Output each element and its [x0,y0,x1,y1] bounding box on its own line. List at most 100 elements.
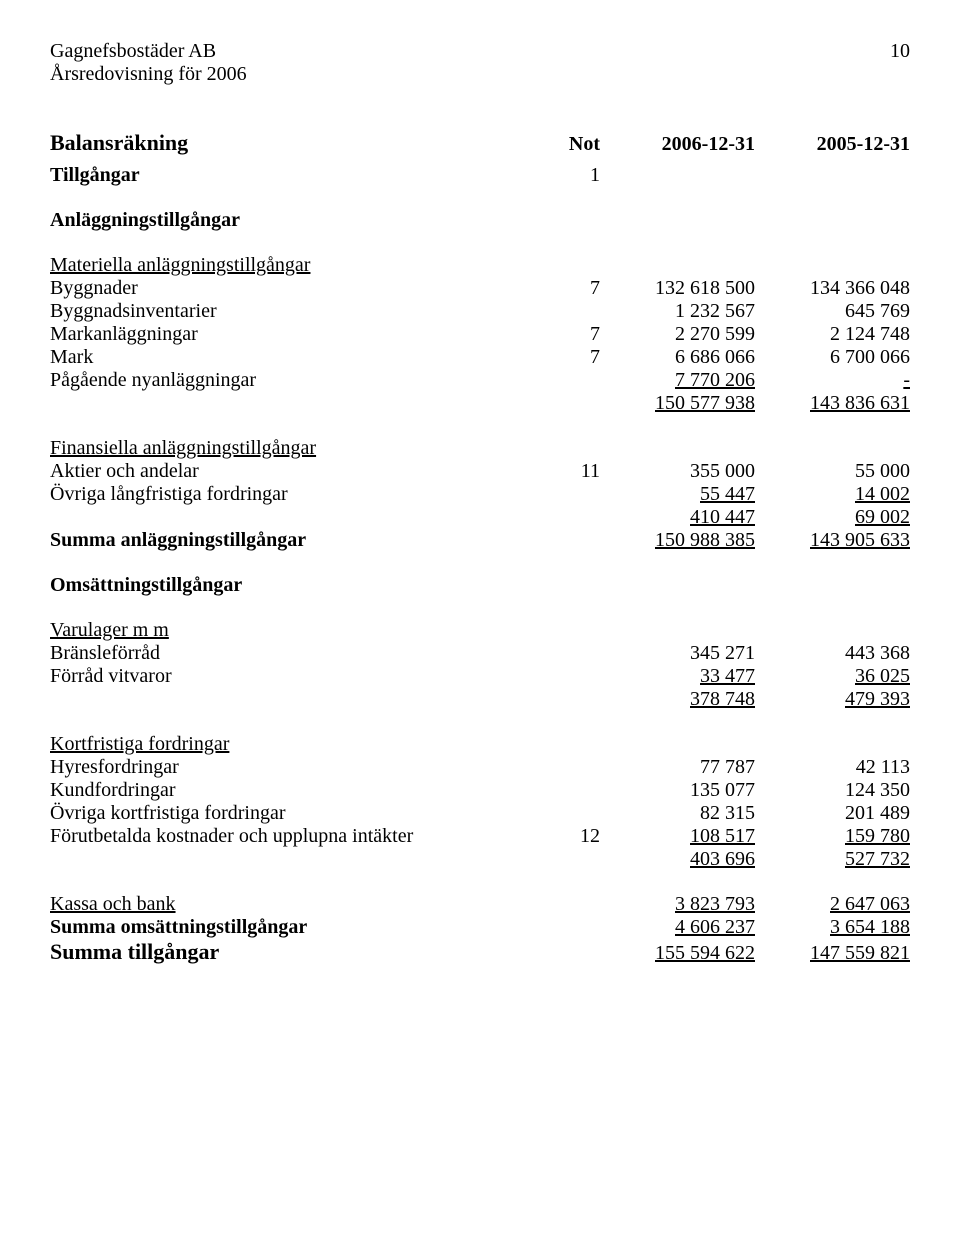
forutbetalda-row: Förutbetalda kostnader och upplupna intä… [50,825,910,848]
row-c1: 33 477 [600,665,755,688]
row-note: 11 [540,460,600,483]
row-c2: 645 769 [755,300,910,323]
row-c2: 36 025 [755,665,910,688]
materiella-sum-row: 150 577 938 143 836 631 [50,392,910,415]
row-label: Övriga kortfristiga fordringar [50,802,540,825]
row-label: Övriga långfristiga fordringar [50,483,540,506]
row-c1: 6 686 066 [600,346,755,369]
row-label: Summa anläggningstillgångar [50,529,540,552]
anlaggning-heading-row: Anläggningstillgångar [50,209,910,232]
summa-anlaggning-row: Summa anläggningstillgångar 150 988 385 … [50,529,910,552]
row-label: Summa tillgångar [50,939,540,965]
tillgangar-label: Tillgångar [50,164,540,187]
sum-c1: 403 696 [600,848,755,871]
pagaende-row: Pågående nyanläggningar 7 770 206 - [50,369,910,392]
omsattning-heading: Omsättningstillgångar [50,574,540,597]
row-c2: 147 559 821 [755,942,910,965]
anlaggning-heading: Anläggningstillgångar [50,209,540,232]
row-c1: 82 315 [600,802,755,825]
title-row: Balansräkning Not 2006-12-31 2005-12-31 [50,130,910,156]
row-c1: 4 606 237 [600,916,755,939]
kassa-row: Kassa och bank 3 823 793 2 647 063 [50,893,910,916]
row-c2: 159 780 [755,825,910,848]
omsattning-heading-row: Omsättningstillgångar [50,574,910,597]
finansiella-heading: Finansiella anläggningstillgångar [50,437,540,460]
row-c2: 6 700 066 [755,346,910,369]
col-header-note: Not [540,133,600,156]
row-c2: - [755,369,910,392]
row-label: Förutbetalda kostnader och upplupna intä… [50,825,540,848]
row-c2: 42 113 [755,756,910,779]
row-label: Byggnadsinventarier [50,300,540,323]
row-c2: 55 000 [755,460,910,483]
row-label: Pågående nyanläggningar [50,369,540,392]
row-c2: 134 366 048 [755,277,910,300]
aktier-row: Aktier och andelar 11 355 000 55 000 [50,460,910,483]
row-label: Aktier och andelar [50,460,540,483]
row-label: Förråd vitvaror [50,665,540,688]
table-row: Mark 7 6 686 066 6 700 066 [50,346,910,369]
row-note: 7 [540,277,600,300]
row-c2: 201 489 [755,802,910,825]
row-label: Bränsleförråd [50,642,540,665]
sum-c2: 143 836 631 [755,392,910,415]
table-row: Byggnader 7 132 618 500 134 366 048 [50,277,910,300]
row-note: 12 [540,825,600,848]
sum-c2: 527 732 [755,848,910,871]
row-c1: 150 988 385 [600,529,755,552]
report-subtitle: Årsredovisning för 2006 [50,63,247,86]
row-c1: 135 077 [600,779,755,802]
row-c2: 3 654 188 [755,916,910,939]
row-label: Hyresfordringar [50,756,540,779]
ovriga-lang-row: Övriga långfristiga fordringar 55 447 14… [50,483,910,506]
row-c1: 155 594 622 [600,942,755,965]
varulager-sum-row: 378 748 479 393 [50,688,910,711]
bransle-row: Bränsleförråd 345 271 443 368 [50,642,910,665]
company-name: Gagnefsbostäder AB [50,40,247,63]
hyres-row: Hyresfordringar 77 787 42 113 [50,756,910,779]
kortfristiga-heading-row: Kortfristiga fordringar [50,733,910,756]
row-label: Markanläggningar [50,323,540,346]
summa-tillgangar-row: Summa tillgångar 155 594 622 147 559 821 [50,939,910,965]
row-c1: 3 823 793 [600,893,755,916]
finansiella-heading-row: Finansiella anläggningstillgångar [50,437,910,460]
kund-row: Kundfordringar 135 077 124 350 [50,779,910,802]
row-c1: 132 618 500 [600,277,755,300]
sum-c2: 479 393 [755,688,910,711]
tillgangar-note: 1 [540,164,600,187]
row-c1: 345 271 [600,642,755,665]
sum-c2: 69 002 [755,506,910,529]
row-label: Summa omsättningstillgångar [50,916,540,939]
row-label: Kassa och bank [50,893,540,916]
col-header-1: 2006-12-31 [600,133,755,156]
row-c1: 1 232 567 [600,300,755,323]
row-c2: 143 905 633 [755,529,910,552]
ovriga-kort-row: Övriga kortfristiga fordringar 82 315 20… [50,802,910,825]
row-label: Byggnader [50,277,540,300]
row-label: Mark [50,346,540,369]
row-c1: 55 447 [600,483,755,506]
row-label: Kundfordringar [50,779,540,802]
page-number: 10 [890,40,910,86]
forrad-row: Förråd vitvaror 33 477 36 025 [50,665,910,688]
kortfristiga-heading: Kortfristiga fordringar [50,733,540,756]
row-c2: 2 647 063 [755,893,910,916]
row-c2: 124 350 [755,779,910,802]
row-c2: 2 124 748 [755,323,910,346]
page-header: Gagnefsbostäder AB Årsredovisning för 20… [50,40,910,86]
row-c1: 2 270 599 [600,323,755,346]
varulager-heading-row: Varulager m m [50,619,910,642]
table-row: Markanläggningar 7 2 270 599 2 124 748 [50,323,910,346]
sum-c1: 410 447 [600,506,755,529]
tillgangar-row: Tillgångar 1 [50,164,910,187]
row-note: 7 [540,346,600,369]
row-c1: 108 517 [600,825,755,848]
sum-c1: 150 577 938 [600,392,755,415]
table-row: Byggnadsinventarier 1 232 567 645 769 [50,300,910,323]
section-title: Balansräkning [50,130,540,156]
varulager-heading: Varulager m m [50,619,540,642]
sum-c1: 378 748 [600,688,755,711]
materiella-heading-row: Materiella anläggningstillgångar [50,254,910,277]
finansiella-sum-row: 410 447 69 002 [50,506,910,529]
row-c1: 355 000 [600,460,755,483]
